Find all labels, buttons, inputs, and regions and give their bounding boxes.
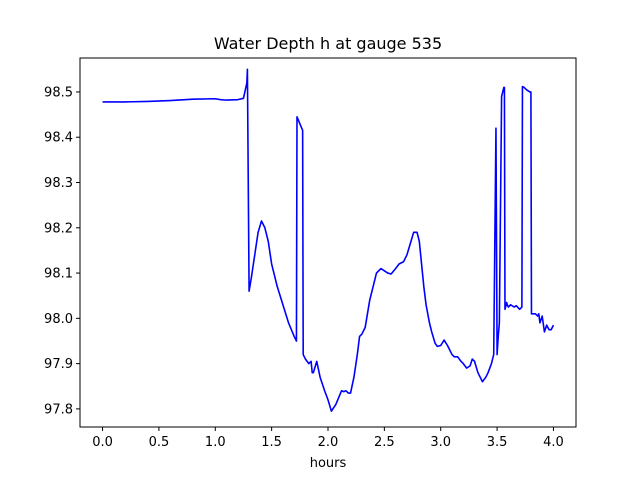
y-tick-label: 98.1: [44, 267, 73, 282]
x-tick-label: 0.5: [149, 435, 170, 450]
y-tick-label: 97.9: [44, 357, 73, 372]
x-tick-label: 2.5: [374, 435, 395, 450]
y-tick-label: 98.5: [44, 85, 73, 100]
y-tick-label: 98.3: [44, 176, 73, 191]
x-tick-label: 2.0: [318, 435, 339, 450]
x-tick-label: 4.0: [543, 435, 564, 450]
series-line-0: [102, 68, 555, 412]
y-tick-label: 98.2: [44, 221, 73, 236]
x-axis: 0.0 0.5 1.0 1.5 2.0 2.5 3.0 3.5 4.0: [92, 427, 564, 450]
y-axis: 97.8 97.9 98.0 98.1 98.2 98.3 98.4 98.5: [44, 85, 80, 417]
x-tick-label: 3.5: [487, 435, 508, 450]
y-tick-label: 98.0: [44, 312, 73, 327]
y-tick-label: 97.8: [44, 402, 73, 417]
x-tick-label: 1.5: [261, 435, 282, 450]
x-tick-label: 0.0: [92, 435, 113, 450]
x-tick-label: 3.0: [430, 435, 451, 450]
chart-title: Water Depth h at gauge 535: [214, 34, 442, 53]
x-axis-label: hours: [310, 456, 347, 471]
series-layer: [102, 68, 555, 412]
x-tick-label: 1.0: [205, 435, 226, 450]
y-tick-label: 98.4: [44, 131, 73, 146]
